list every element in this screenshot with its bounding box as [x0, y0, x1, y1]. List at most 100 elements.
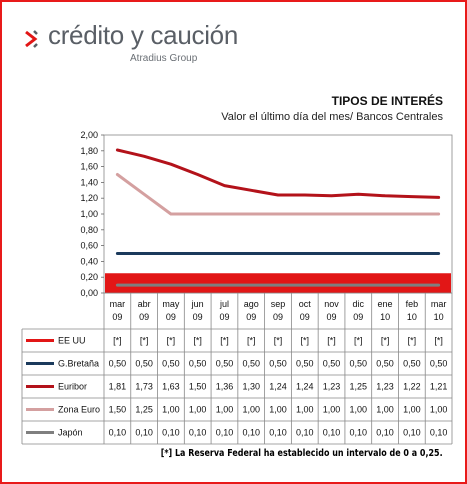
data-label: 1,24 [269, 382, 287, 392]
y-tick-label: 1,60 [80, 162, 98, 172]
data-label: 0,10 [296, 428, 314, 438]
x-tick-label-month: dic [353, 299, 365, 309]
data-label: 0,10 [216, 428, 234, 438]
data-label: [*] [167, 336, 176, 346]
data-label: 1,00 [269, 405, 287, 415]
data-label: 0,50 [403, 359, 421, 369]
data-label: 0,50 [376, 359, 394, 369]
data-label: 1,24 [296, 382, 314, 392]
x-tick-label-year: 10 [380, 312, 390, 322]
data-label: [*] [193, 336, 202, 346]
legend-label: Zona Euro [58, 405, 100, 415]
data-label: 0,50 [242, 359, 260, 369]
data-label: 1,23 [323, 382, 341, 392]
data-label: [*] [247, 336, 256, 346]
chart-title: TIPOS DE INTERÉS [331, 94, 443, 108]
data-label: 0,10 [109, 428, 127, 438]
data-label: [*] [220, 336, 229, 346]
data-label: 1,25 [135, 405, 153, 415]
y-tick-label: 1,00 [80, 209, 98, 219]
data-label: 0,50 [189, 359, 207, 369]
data-label: 0,10 [323, 428, 341, 438]
y-tick-label: 0,00 [80, 288, 98, 298]
data-label: 0,10 [269, 428, 287, 438]
x-tick-label-month: ene [378, 299, 393, 309]
data-label: 1,30 [242, 382, 260, 392]
legend-label: Japón [58, 428, 83, 438]
y-tick-label: 2,00 [80, 130, 98, 140]
x-tick-label-year: 09 [193, 312, 203, 322]
brand-group: Atradius Group [130, 53, 198, 64]
data-label: 0,50 [162, 359, 180, 369]
legend-label: Euribor [58, 382, 87, 392]
brand-logo: crédito y caución Atradius Group [22, 20, 262, 68]
x-tick-label-month: jun [191, 299, 204, 309]
data-label: 1,36 [216, 382, 234, 392]
chart-subtitle: Valor el último día del mes/ Bancos Cent… [221, 111, 443, 123]
data-label: 0,10 [403, 428, 421, 438]
series-band-0 [105, 273, 451, 293]
data-label: 1,00 [296, 405, 314, 415]
data-label: 0,50 [269, 359, 287, 369]
x-tick-label-year: 10 [434, 312, 444, 322]
x-tick-label-year: 09 [353, 312, 363, 322]
legend-label: EE UU [58, 336, 86, 346]
data-label: 1,00 [350, 405, 368, 415]
data-label: [*] [301, 336, 310, 346]
x-tick-label-year: 09 [273, 312, 283, 322]
data-label: 0,10 [135, 428, 153, 438]
y-tick-label: 1,40 [80, 177, 98, 187]
data-label: 0,10 [162, 428, 180, 438]
x-tick-label-year: 10 [407, 312, 417, 322]
data-label: 0,50 [216, 359, 234, 369]
x-tick-label-month: feb [406, 299, 419, 309]
x-tick-label-month: ago [244, 299, 259, 309]
x-tick-label-month: sep [271, 299, 286, 309]
data-label: 1,00 [403, 405, 421, 415]
x-tick-label-year: 09 [112, 312, 122, 322]
data-label: [*] [327, 336, 336, 346]
data-label: 1,00 [430, 405, 448, 415]
y-tick-label: 0,40 [80, 256, 98, 266]
x-tick-label-year: 09 [166, 312, 176, 322]
x-tick-label-month: mar [431, 299, 447, 309]
logo-arrow-icon [25, 30, 38, 48]
x-tick-label-year: 09 [246, 312, 256, 322]
x-tick-label-month: jul [219, 299, 229, 309]
data-label: 1,00 [323, 405, 341, 415]
data-label: 0,50 [350, 359, 368, 369]
data-label: [*] [140, 336, 149, 346]
data-label: 1,00 [189, 405, 207, 415]
data-label: 1,00 [242, 405, 260, 415]
footnote: [*] La Reserva Federal ha establecido un… [161, 448, 443, 459]
data-label: 1,00 [162, 405, 180, 415]
x-tick-label-month: oct [299, 299, 312, 309]
y-tick-label: 0,60 [80, 241, 98, 251]
y-tick-label: 1,80 [80, 146, 98, 156]
data-label: [*] [408, 336, 417, 346]
data-label: [*] [381, 336, 390, 346]
data-label: 0,10 [189, 428, 207, 438]
data-label: [*] [274, 336, 283, 346]
y-tick-label: 0,80 [80, 225, 98, 235]
data-label: 1,23 [376, 382, 394, 392]
data-label: 1,73 [135, 382, 153, 392]
data-label: 1,25 [350, 382, 368, 392]
data-label: 0,50 [296, 359, 314, 369]
data-label: 1,22 [403, 382, 421, 392]
data-label: 0,50 [109, 359, 127, 369]
x-tick-label-month: abr [138, 299, 151, 309]
x-tick-label-year: 09 [219, 312, 229, 322]
data-label: 0,10 [376, 428, 394, 438]
y-tick-label: 1,20 [80, 193, 98, 203]
data-label: 1,63 [162, 382, 180, 392]
data-label: 0,50 [323, 359, 341, 369]
data-label: 1,50 [189, 382, 207, 392]
legend-label: G.Bretaña [58, 359, 99, 369]
y-tick-label: 0,20 [80, 272, 98, 282]
data-label: [*] [434, 336, 443, 346]
x-tick-label-year: 09 [327, 312, 337, 322]
data-label: [*] [113, 336, 122, 346]
